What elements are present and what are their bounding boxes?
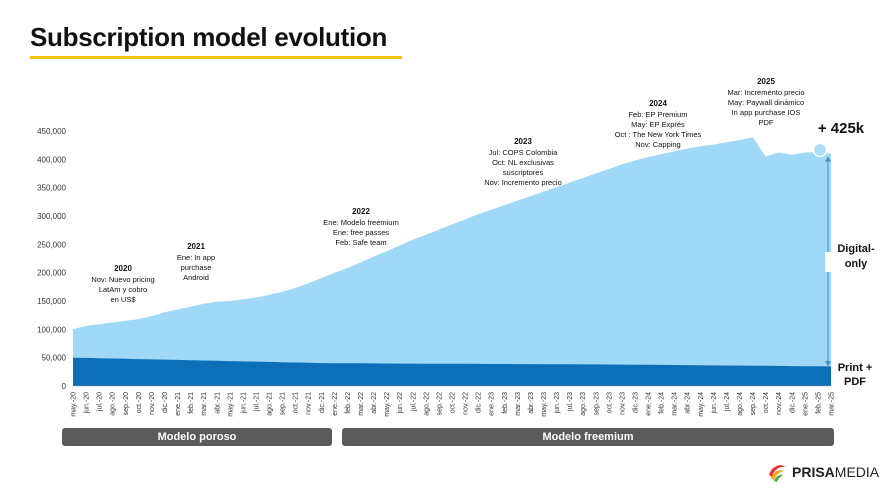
prisa-logo-icon — [769, 465, 785, 482]
annotation-year-2024: 2024 — [649, 99, 667, 108]
x-tick-label: sep.-22 — [436, 392, 443, 415]
x-tick-label: ago.-20 — [110, 392, 117, 416]
x-tick-label: jul.-21 — [253, 392, 260, 412]
x-tick-label: oct.-23 — [606, 392, 613, 414]
x-tick-label: nov.-24 — [776, 392, 783, 415]
annotation-text-2021: Ene: In app purchase Android — [177, 253, 215, 282]
x-tick-label: jul.-24 — [724, 392, 731, 412]
x-tick-label: dic.-23 — [632, 392, 639, 413]
x-tick-label: feb.-25 — [815, 392, 822, 414]
x-tick-label: abr.-24 — [685, 392, 692, 414]
x-tick-label: may.-21 — [227, 392, 234, 417]
annotation-year-2020: 2020 — [114, 264, 132, 273]
x-tick-label: nov.-21 — [306, 392, 313, 415]
x-tick-label: sep.-20 — [123, 392, 130, 415]
x-tick-label: jul.-20 — [97, 392, 104, 412]
x-tick-label: ene.-25 — [802, 392, 809, 416]
x-tick-label: ene.-22 — [332, 392, 339, 416]
logo-word-media: MEDIA — [834, 464, 880, 480]
x-tick-label: ago.-21 — [267, 392, 274, 416]
phase-bar-modelo-poroso: Modelo poroso — [62, 428, 332, 446]
annotation-text-2022: Ene: Modelo freemium Ene: free passes Feb:… — [323, 218, 398, 247]
end-point-marker — [812, 142, 828, 158]
x-tick-label: ene.-23 — [489, 392, 496, 416]
x-tick-label: abr.-21 — [214, 392, 221, 414]
x-tick-label: may.-24 — [698, 392, 705, 417]
x-tick-label: jul.-22 — [410, 392, 417, 412]
x-tick-label: ago.-23 — [580, 392, 587, 416]
annotation-text-2025: Mar: Incremento precio May: Paywall dinám… — [727, 88, 804, 127]
x-tick-label: mar.-23 — [515, 392, 522, 416]
y-tick-label: 300,000 — [37, 212, 66, 221]
range-arrow-head-top — [825, 156, 831, 162]
y-tick-label: 350,000 — [37, 184, 66, 193]
x-tick-label: may.-22 — [384, 392, 391, 417]
y-tick-label: 250,000 — [37, 240, 66, 249]
x-tick-label: feb.-24 — [659, 392, 666, 414]
x-tick-label: nov.-23 — [619, 392, 626, 415]
annotation-year-2023: 2023 — [514, 137, 532, 146]
y-tick-label: 400,000 — [37, 155, 66, 164]
series-area-print-pdf — [73, 357, 831, 386]
x-tick-label: jun.-23 — [554, 392, 561, 415]
annotation-text-2024: Feb: EP Premium May: EP Exprés Oct : The N… — [615, 110, 702, 149]
x-tick-label: abr.-23 — [528, 392, 535, 414]
x-tick-label: sep.-23 — [593, 392, 600, 415]
x-tick-label: dic.-20 — [162, 392, 169, 413]
x-tick-label: dic.-24 — [789, 392, 796, 413]
series-area-digital-only — [73, 137, 831, 386]
x-tick-label: dic.-22 — [476, 392, 483, 413]
x-tick-label: ene.-21 — [175, 392, 182, 416]
x-tick-label: oct.-20 — [136, 392, 143, 414]
annotation-text-2020: Nov: Nuevo pricing LatAm y cobro en US$ — [91, 275, 154, 304]
x-tick-label: ene.-24 — [646, 392, 653, 416]
x-tick-label: feb.-21 — [188, 392, 195, 414]
x-tick-label: oct.-21 — [293, 392, 300, 414]
x-tick-label: jul.-23 — [567, 392, 574, 412]
x-tick-label: mar.-22 — [358, 392, 365, 416]
y-tick-label: 150,000 — [37, 297, 66, 306]
range-arrow-head-bottom — [825, 361, 831, 367]
x-tick-label: mar.-25 — [829, 392, 836, 416]
x-tick-label: ago.-24 — [737, 392, 744, 416]
y-tick-label: 0 — [62, 382, 67, 391]
x-tick-label: sep.-24 — [750, 392, 757, 415]
page-title: Subscription model evolution — [30, 22, 388, 52]
x-tick-label: feb.-22 — [345, 392, 352, 414]
logo-word-prisa: PRISA — [792, 464, 835, 480]
x-tick-label: jun.-22 — [397, 392, 404, 415]
x-tick-label: ago.-22 — [423, 392, 430, 416]
annotation-text-2023: Jul: COPS Colombia Oct: NL exclusivas susc… — [484, 148, 562, 187]
phase-bar-modelo-freemium: Modelo freemium — [342, 428, 834, 446]
x-tick-label: feb.-23 — [502, 392, 509, 414]
x-tick-label: dic.-21 — [319, 392, 326, 413]
x-tick-label: jun.-21 — [240, 392, 247, 415]
x-tick-label: may.-23 — [541, 392, 548, 417]
range-arrow-gap — [825, 252, 831, 272]
y-tick-label: 50,000 — [42, 354, 67, 363]
x-tick-label: may.-20 — [71, 392, 78, 417]
prisa-media-logo: PRISA MEDIA — [766, 461, 879, 483]
x-tick-label: oct.-24 — [763, 392, 770, 414]
annotation-year-2022: 2022 — [352, 207, 370, 216]
y-tick-label: 200,000 — [37, 269, 66, 278]
x-tick-label: mar.-21 — [201, 392, 208, 416]
annotation-year-2025: 2025 — [757, 77, 775, 86]
x-tick-label: mar.-24 — [672, 392, 679, 416]
x-tick-label: jun.-24 — [711, 392, 718, 415]
title-underline — [30, 56, 402, 59]
x-tick-label: abr.-22 — [371, 392, 378, 414]
x-tick-label: sep.-21 — [280, 392, 287, 415]
x-tick-label: nov.-20 — [149, 392, 156, 415]
y-tick-label: 450,000 — [37, 127, 66, 136]
y-tick-label: 100,000 — [37, 325, 66, 334]
x-tick-label: jun.-20 — [84, 392, 91, 415]
annotation-year-2021: 2021 — [187, 242, 205, 251]
series-label-print-pdf: Print + PDF — [838, 362, 873, 388]
total-end-label: + 425k — [818, 120, 865, 137]
series-label-digital-only: Digital-only — [837, 243, 875, 270]
x-tick-label: oct.-22 — [450, 392, 457, 414]
x-tick-label: nov.-22 — [463, 392, 470, 415]
